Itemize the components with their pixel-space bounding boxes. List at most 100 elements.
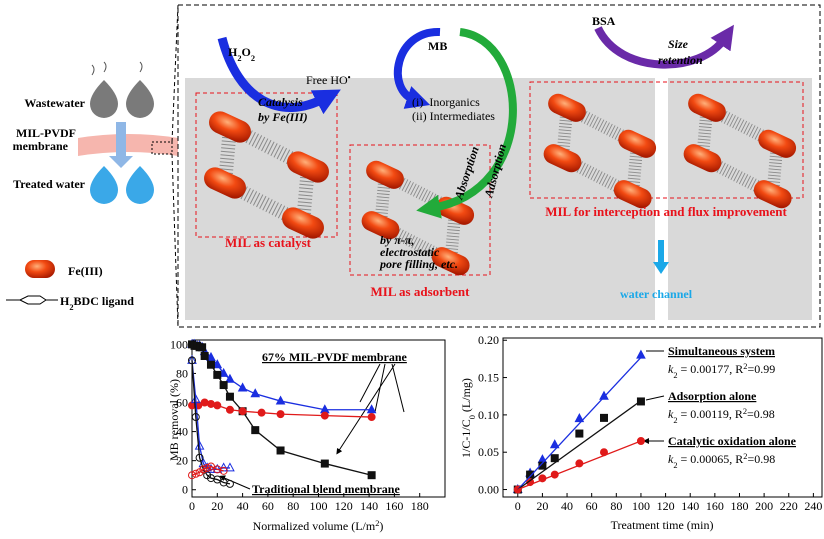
- annotation-arrow: [338, 363, 405, 452]
- catalysis-arrow: [217, 36, 341, 115]
- label: Wastewater: [24, 96, 85, 110]
- marker: [225, 462, 235, 472]
- label: (i) Inorganics: [412, 95, 480, 109]
- label: H2O2: [228, 45, 255, 63]
- marker: [257, 408, 266, 417]
- marker: [225, 405, 234, 414]
- chart-annotations: MB removal (%) Normalized volume (L/m2) …: [167, 344, 797, 533]
- marker: [198, 343, 207, 352]
- x-tick-label: 140: [681, 499, 699, 513]
- marker: [190, 394, 201, 404]
- marker: [575, 429, 584, 438]
- annotation: Catalytic oxidation alone: [668, 434, 797, 448]
- y-tick-label: 0.15: [478, 371, 499, 385]
- charts: 0 20 40 60 80 100 120 140 160 180 0 20 40 60 80 100 0 20 4…: [170, 333, 823, 513]
- y-tick-label: 0.10: [478, 408, 499, 422]
- label: Free HO•: [306, 73, 351, 88]
- marker: [538, 461, 547, 470]
- schematic: H2O2 Free HO• Catalysis by Fe(III) MIL a…: [177, 4, 821, 328]
- marker: [550, 454, 559, 463]
- marker: [574, 413, 585, 423]
- clean-drop: [126, 166, 154, 204]
- label: Catalysis: [258, 95, 303, 109]
- y-axis-label: MB removal (%): [167, 379, 181, 461]
- marker: [320, 459, 329, 468]
- region-box: [195, 92, 338, 238]
- marker: [367, 413, 376, 422]
- annotation: 67% MIL-PVDF membrane: [262, 350, 408, 364]
- zoom-frame: [177, 4, 821, 328]
- retention-arrow: [594, 24, 734, 69]
- x-tick-label: 200: [755, 499, 773, 513]
- annotation: k2 = 0.00065, R2=0.98: [668, 452, 775, 470]
- marker: [188, 471, 196, 480]
- annotation: Simultaneous system: [668, 344, 775, 358]
- series-line: [517, 400, 642, 491]
- label: Size: [668, 37, 689, 51]
- annotation: k2 = 0.00177, R2=0.99: [668, 362, 775, 380]
- x-tick-label: 20: [211, 499, 223, 513]
- flow-arrow: [109, 122, 133, 168]
- label: membrane: [13, 139, 69, 153]
- marker: [599, 413, 608, 422]
- marker: [367, 471, 376, 480]
- plot-frame: [502, 337, 823, 498]
- waste-drop: [90, 80, 118, 118]
- marker: [213, 370, 222, 379]
- region-box: [349, 144, 491, 276]
- marker: [276, 410, 285, 419]
- marker: [225, 479, 234, 488]
- x-tick-label: 0: [515, 499, 521, 513]
- x-axis-label: Treatment time (min): [611, 518, 714, 532]
- legend-label: Fe(III): [68, 264, 103, 278]
- region-label: MIL as catalyst: [225, 235, 312, 250]
- annotation-arrow: [219, 475, 251, 490]
- label: water channel: [620, 287, 693, 301]
- label: by π-π,: [380, 233, 414, 247]
- legend-label: H2BDC ligand: [60, 294, 134, 312]
- region-label: MIL for interception and flux improvemen…: [545, 204, 787, 219]
- marker: [636, 349, 646, 359]
- marker: [206, 463, 216, 473]
- y-tick-label: 0.05: [478, 445, 499, 459]
- marker: [194, 440, 205, 450]
- membrane-band: [78, 134, 178, 156]
- x-tick-label: 100: [632, 499, 650, 513]
- ligand-icon: [6, 295, 58, 305]
- clean-drop: [90, 166, 118, 204]
- marker: [225, 373, 235, 383]
- x-tick-label: 120: [657, 499, 675, 513]
- marker: [218, 462, 229, 472]
- marker: [537, 454, 548, 464]
- marker: [219, 466, 228, 475]
- label: retention: [658, 53, 703, 67]
- annotation: Traditional blend membrane: [252, 482, 400, 496]
- region-box: [529, 81, 804, 199]
- x-tick-label: 120: [335, 499, 353, 513]
- series-line: [517, 356, 642, 490]
- marker: [203, 463, 212, 472]
- x-tick-label: 100: [310, 499, 328, 513]
- y-tick-label: 40: [176, 425, 188, 439]
- zoom-line: [171, 4, 179, 143]
- y-tick-label: 60: [176, 396, 188, 410]
- y-tick-label: 20: [176, 454, 188, 468]
- y-tick-label: 80: [176, 366, 188, 380]
- annotation: k2 = 0.00119, R2=0.98: [668, 407, 775, 425]
- fe-icon: [25, 260, 55, 278]
- marker: [188, 356, 196, 365]
- label: pore filling, etc.: [379, 257, 458, 271]
- adsorption-arrow: [416, 28, 517, 219]
- x-tick-label: 60: [586, 499, 598, 513]
- marker: [549, 439, 560, 449]
- fumes: [91, 61, 143, 76]
- marker: [275, 395, 286, 405]
- marker: [251, 426, 260, 435]
- label: BSA: [592, 14, 616, 28]
- y-tick-label: 0: [182, 483, 188, 497]
- marker: [213, 401, 222, 410]
- x-tick-label: 80: [287, 499, 299, 513]
- marker: [206, 462, 215, 471]
- marker: [366, 404, 377, 414]
